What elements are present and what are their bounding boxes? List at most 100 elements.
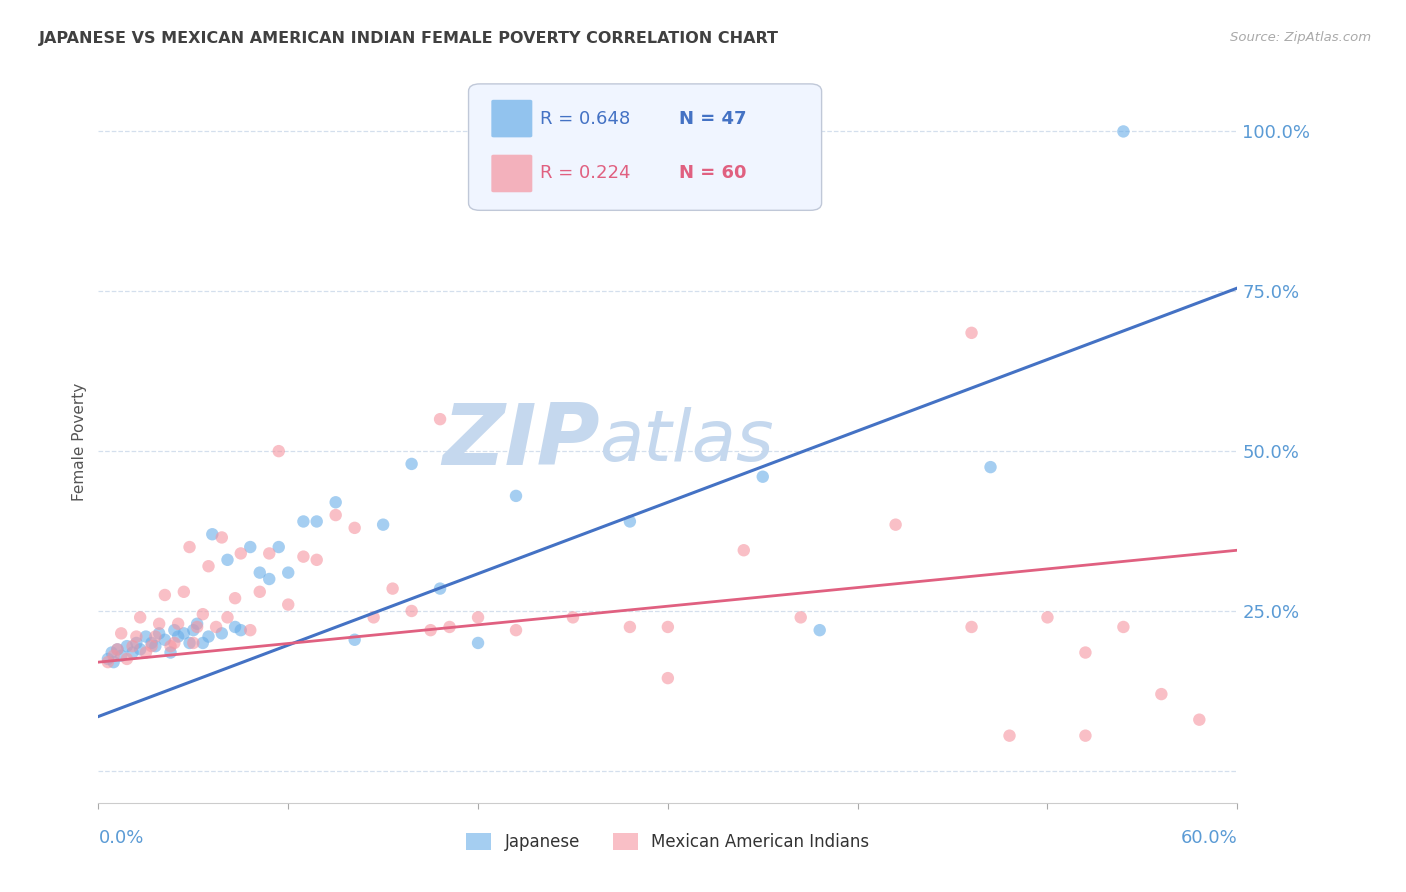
Point: [277, 598, 299, 612]
Point: [197, 559, 219, 574]
Text: N = 60: N = 60: [679, 164, 747, 183]
Point: [191, 636, 214, 650]
Point: [657, 671, 679, 685]
Point: [179, 636, 201, 650]
Point: [277, 566, 299, 580]
Point: [259, 546, 281, 560]
Point: [419, 623, 441, 637]
Point: [325, 508, 347, 522]
Point: [381, 582, 404, 596]
Point: [884, 517, 907, 532]
Point: [343, 632, 366, 647]
Point: [960, 326, 983, 340]
Text: Source: ZipAtlas.com: Source: ZipAtlas.com: [1230, 31, 1371, 45]
Point: [1188, 713, 1211, 727]
Text: R = 0.224: R = 0.224: [540, 164, 631, 183]
Point: [229, 546, 252, 560]
Point: [129, 642, 152, 657]
Point: [121, 646, 143, 660]
Point: [439, 620, 461, 634]
Point: [343, 521, 366, 535]
Point: [267, 540, 290, 554]
Point: [325, 495, 347, 509]
Point: [249, 566, 271, 580]
Point: [103, 648, 125, 663]
Point: [183, 636, 205, 650]
Point: [619, 515, 641, 529]
Point: [135, 630, 157, 644]
Text: atlas: atlas: [599, 407, 775, 476]
Point: [363, 610, 385, 624]
Point: [752, 469, 775, 483]
Point: [107, 642, 129, 657]
Point: [429, 412, 451, 426]
Point: [183, 623, 205, 637]
Point: [229, 623, 252, 637]
Point: [125, 630, 148, 644]
Point: [153, 588, 176, 602]
FancyBboxPatch shape: [491, 154, 533, 193]
Point: [186, 616, 208, 631]
Point: [505, 489, 527, 503]
Point: [657, 620, 679, 634]
Point: [401, 604, 423, 618]
Point: [371, 517, 394, 532]
Point: [110, 626, 132, 640]
Point: [167, 630, 190, 644]
FancyBboxPatch shape: [491, 100, 533, 137]
Point: [148, 626, 170, 640]
Point: [960, 620, 983, 634]
Point: [224, 591, 246, 606]
Point: [159, 646, 181, 660]
Point: [467, 636, 489, 650]
Point: [179, 540, 201, 554]
Point: [186, 620, 208, 634]
Point: [125, 636, 148, 650]
Point: [121, 639, 143, 653]
Point: [103, 655, 125, 669]
Point: [505, 623, 527, 637]
Point: [145, 630, 167, 644]
Y-axis label: Female Poverty: Female Poverty: [72, 383, 87, 500]
Point: [467, 610, 489, 624]
Point: [1036, 610, 1059, 624]
Point: [115, 652, 138, 666]
Legend: Japanese, Mexican American Indians: Japanese, Mexican American Indians: [458, 825, 877, 860]
Point: [141, 639, 163, 653]
Point: [107, 642, 129, 657]
Point: [1112, 124, 1135, 138]
Point: [97, 652, 120, 666]
Point: [733, 543, 755, 558]
Point: [1074, 729, 1097, 743]
Point: [153, 632, 176, 647]
Point: [1074, 646, 1097, 660]
Point: [163, 636, 186, 650]
Point: [115, 639, 138, 653]
Point: [217, 553, 239, 567]
Point: [808, 623, 831, 637]
Point: [173, 626, 195, 640]
Point: [1112, 620, 1135, 634]
Point: [148, 616, 170, 631]
Point: [979, 460, 1001, 475]
Point: [129, 610, 152, 624]
Point: [619, 620, 641, 634]
Point: [217, 610, 239, 624]
Point: [163, 623, 186, 637]
Point: [145, 639, 167, 653]
Point: [562, 610, 585, 624]
Text: ZIP: ZIP: [441, 400, 599, 483]
Point: [292, 515, 315, 529]
Point: [305, 553, 328, 567]
Point: [211, 626, 233, 640]
Point: [197, 630, 219, 644]
Text: 0.0%: 0.0%: [98, 829, 143, 847]
Point: [211, 531, 233, 545]
Point: [305, 515, 328, 529]
Text: 60.0%: 60.0%: [1181, 829, 1237, 847]
Text: JAPANESE VS MEXICAN AMERICAN INDIAN FEMALE POVERTY CORRELATION CHART: JAPANESE VS MEXICAN AMERICAN INDIAN FEMA…: [39, 31, 779, 46]
Point: [173, 584, 195, 599]
Point: [191, 607, 214, 622]
Point: [239, 623, 262, 637]
Point: [159, 639, 181, 653]
